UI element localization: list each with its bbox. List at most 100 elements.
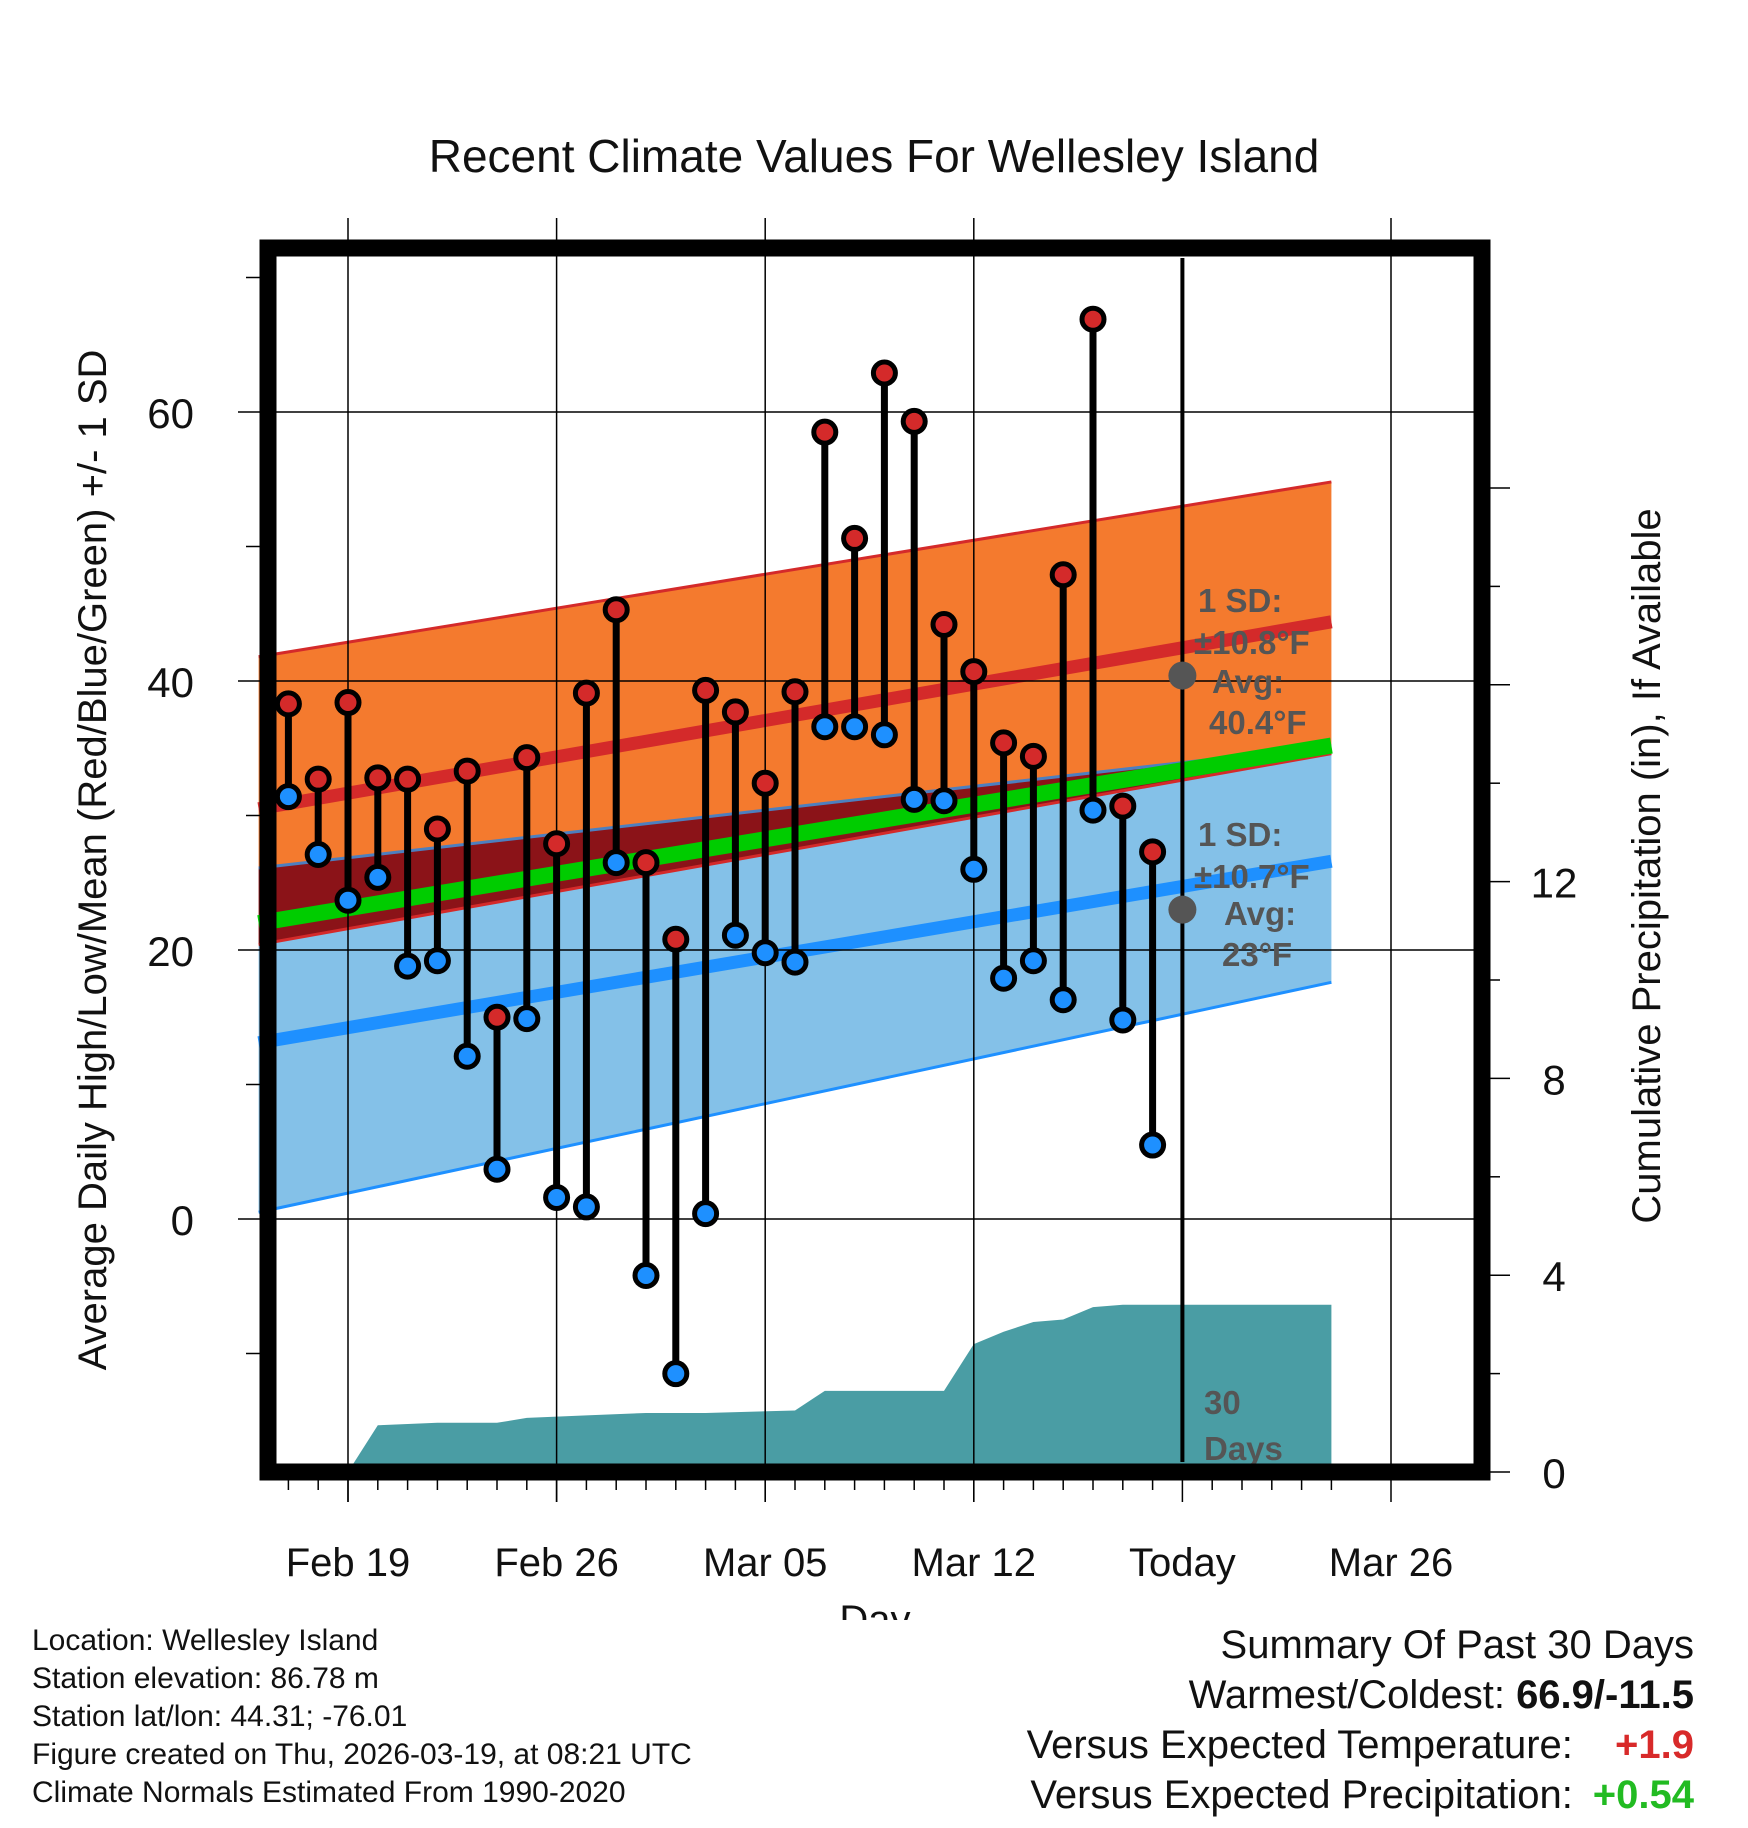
high-plus-sd-line: [258, 480, 1332, 659]
low-dot: [692, 1200, 720, 1228]
summary-warmest: Warmest/Coldest: 66.9/-11.5: [1027, 1670, 1694, 1720]
low-dot: [1139, 1131, 1167, 1159]
high-dot: [662, 925, 690, 953]
low-dot: [960, 855, 988, 883]
high-dot: [811, 418, 839, 446]
daily-range-stems: [284, 319, 1157, 1374]
low-dot: [662, 1360, 690, 1388]
high-dot: [274, 690, 302, 718]
high-avg-marker: [1168, 661, 1197, 690]
high-dot: [900, 407, 928, 435]
x-tick-label: Feb 26: [494, 1541, 619, 1585]
low-dot: [1109, 1006, 1137, 1034]
latlon-text: Station lat/lon: 44.31; -76.01: [32, 1700, 408, 1733]
precip-tick-label: 8: [1542, 1056, 1565, 1103]
high-dot: [692, 676, 720, 704]
warmest-value: 66.9/-11.5: [1516, 1673, 1694, 1717]
chart-title: Recent Climate Values For Wellesley Isla…: [429, 130, 1320, 182]
low-dot: [841, 713, 869, 741]
y-tick-label: 40: [147, 659, 194, 706]
high-avg-value: 40.4°F: [1209, 704, 1307, 741]
y-tick-label: 20: [147, 928, 194, 975]
high-dot: [572, 679, 600, 707]
high-dot: [841, 524, 869, 552]
precip-tick-label: 0: [1542, 1450, 1565, 1497]
low-dot: [870, 721, 898, 749]
high-dot: [990, 729, 1018, 757]
warmest-label: Warmest/Coldest:: [1188, 1673, 1505, 1717]
precip-tick-label: 12: [1531, 860, 1578, 907]
low-dot: [483, 1155, 511, 1183]
x-tick-label: Today: [1129, 1541, 1236, 1585]
high-dot: [334, 689, 362, 717]
x-tick-label: Mar 26: [1329, 1541, 1454, 1585]
precip-tick-label: 4: [1542, 1253, 1565, 1300]
plot-frame: [259, 239, 1491, 1481]
low-dot: [632, 1261, 660, 1289]
precip-axis-title: Cumulative Precipitation (in), If Availa…: [1625, 508, 1669, 1223]
high-dot: [1109, 792, 1137, 820]
high-dot: [632, 849, 660, 877]
low-avg-label: Avg:: [1224, 895, 1296, 932]
high-dot: [870, 359, 898, 387]
y-tick-label: 60: [147, 390, 194, 437]
plot-border: [259, 239, 1491, 1481]
precip-value: +0.54: [1592, 1773, 1694, 1817]
x-axis-title: Day: [839, 1598, 910, 1620]
axes-labels: 0 20 40 60 0 4 8 12 Feb 19 Feb 26 Mar 05 Mar 12 Toda…: [71, 276, 1669, 1620]
high-dot: [304, 765, 332, 793]
x-tick-label: Mar 12: [912, 1541, 1037, 1585]
low-dot: [394, 952, 422, 980]
summary-title: Summary Of Past 30 Days: [1220, 1623, 1694, 1667]
normals-text: Climate Normals Estimated From 1990-2020: [32, 1776, 626, 1809]
window-days-label: Days: [1204, 1430, 1283, 1467]
temp-label: Versus Expected Temperature:: [1026, 1723, 1573, 1767]
high-dot: [1139, 838, 1167, 866]
station-info: Location: Wellesley Island Station eleva…: [32, 1622, 692, 1812]
low-dot: [721, 921, 749, 949]
low-dot: [423, 947, 451, 975]
high-dot: [960, 658, 988, 686]
high-dot: [1049, 561, 1077, 589]
high-dot: [364, 764, 392, 792]
precip-label: Versus Expected Precipitation:: [1030, 1773, 1573, 1817]
low-dot: [1049, 986, 1077, 1014]
high-dot: [930, 611, 958, 639]
low-dot: [334, 886, 362, 914]
high-dot: [1019, 742, 1047, 770]
high-dot: [781, 678, 809, 706]
x-tick-label: Mar 05: [703, 1541, 828, 1585]
low-dot: [543, 1183, 571, 1211]
low-dot: [364, 863, 392, 891]
high-dot: [483, 1003, 511, 1031]
low-dot: [572, 1193, 600, 1221]
precipitation-area: [258, 1304, 1332, 1472]
high-dot: [543, 830, 571, 858]
x-tick-label: Feb 19: [286, 1541, 411, 1585]
summary-temp: Versus Expected Temperature: +1.9: [1027, 1720, 1694, 1770]
low-dot: [513, 1005, 541, 1033]
low-dot: [453, 1042, 481, 1070]
summary-precip: Versus Expected Precipitation: +0.54: [1027, 1770, 1694, 1820]
high-sd-value: ±10.8°F: [1194, 624, 1310, 661]
high-dot: [721, 698, 749, 726]
low-dot: [781, 948, 809, 976]
high-dot: [602, 596, 630, 624]
low-dot: [602, 849, 630, 877]
low-avg-marker: [1168, 895, 1197, 924]
daily-dots: [274, 305, 1167, 1388]
low-dot: [304, 841, 332, 869]
high-dot: [394, 765, 422, 793]
precip-fill: [258, 1304, 1332, 1472]
low-dot: [1079, 796, 1107, 824]
location-text: Location: Wellesley Island: [32, 1624, 379, 1657]
elevation-text: Station elevation: 86.78 m: [32, 1662, 379, 1695]
temp-value: +1.9: [1615, 1723, 1694, 1767]
y-axis-title: Average Daily High/Low/Mean (Red/Blue/Gr…: [71, 350, 115, 1371]
low-dot: [930, 787, 958, 815]
high-sd-label: 1 SD:: [1198, 582, 1282, 619]
low-avg-value: 23°F: [1222, 936, 1292, 973]
summary-panel: Summary Of Past 30 Days Warmest/Coldest:…: [1027, 1620, 1694, 1820]
low-dot: [990, 964, 1018, 992]
